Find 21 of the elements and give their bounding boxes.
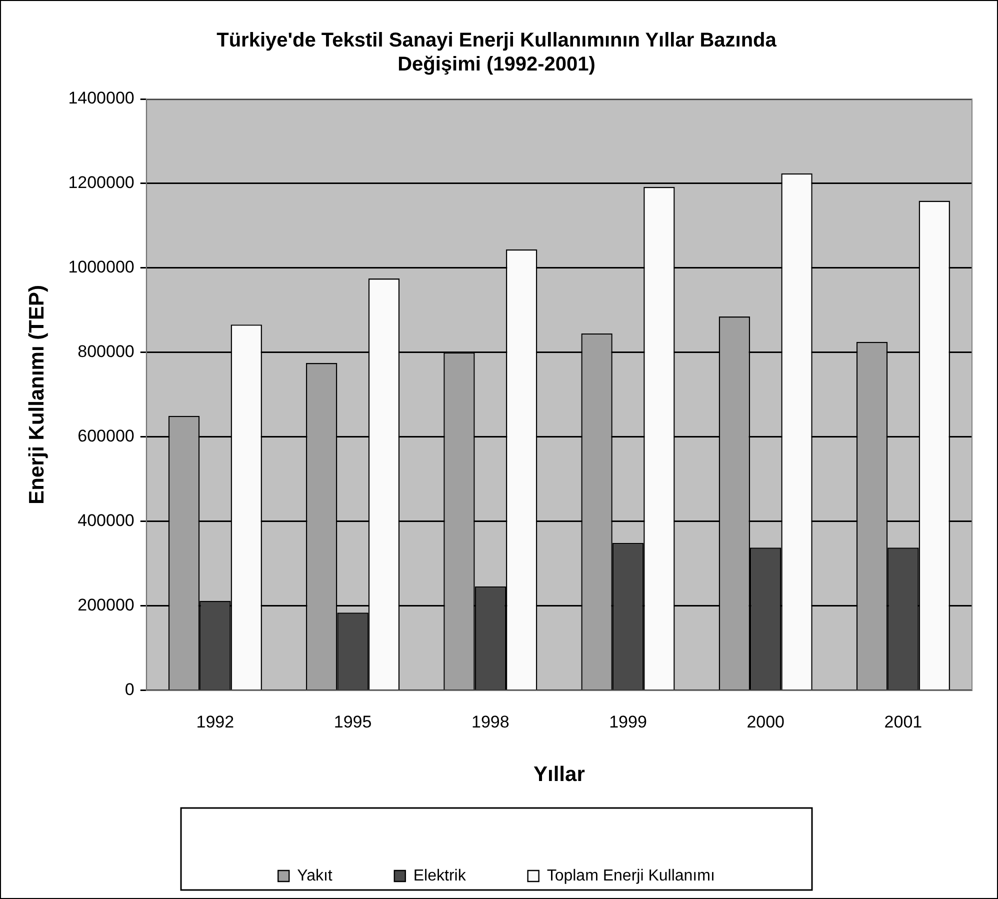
legend-label: Toplam Enerji Kullanımı	[546, 867, 715, 884]
y-tick-label: 0	[124, 680, 134, 700]
text: Değişimi (1992-2001)	[398, 54, 596, 76]
y-tick-label: 1200000	[68, 173, 134, 192]
legend-label: Elektrik	[413, 867, 467, 884]
y-tick-label: 400000	[78, 511, 134, 530]
x-tick-label: 1999	[609, 712, 647, 732]
y-axis-title: Enerji Kullanımı (TEP)	[25, 285, 48, 504]
y-tick-label: 600000	[78, 426, 134, 446]
x-axis-title: Yıllar	[534, 763, 585, 786]
y-tick-label: 800000	[78, 342, 134, 362]
text: Türkiye'de Tekstil Sanayi Enerji Kullanımının Yıllar Bazında	[216, 30, 776, 52]
x-tick-label: 1992	[196, 712, 234, 732]
x-tick-label: 1995	[334, 712, 372, 732]
y-tick-label: 200000	[78, 596, 134, 615]
x-tick-label: 2000	[746, 712, 785, 732]
y-tick-label: 1000000	[68, 258, 134, 277]
y-tick-label: 1400000	[68, 88, 134, 108]
x-tick-label: 2001	[884, 712, 922, 732]
legend-label: Yakıt	[297, 867, 333, 884]
x-tick-label: 1998	[471, 712, 510, 732]
